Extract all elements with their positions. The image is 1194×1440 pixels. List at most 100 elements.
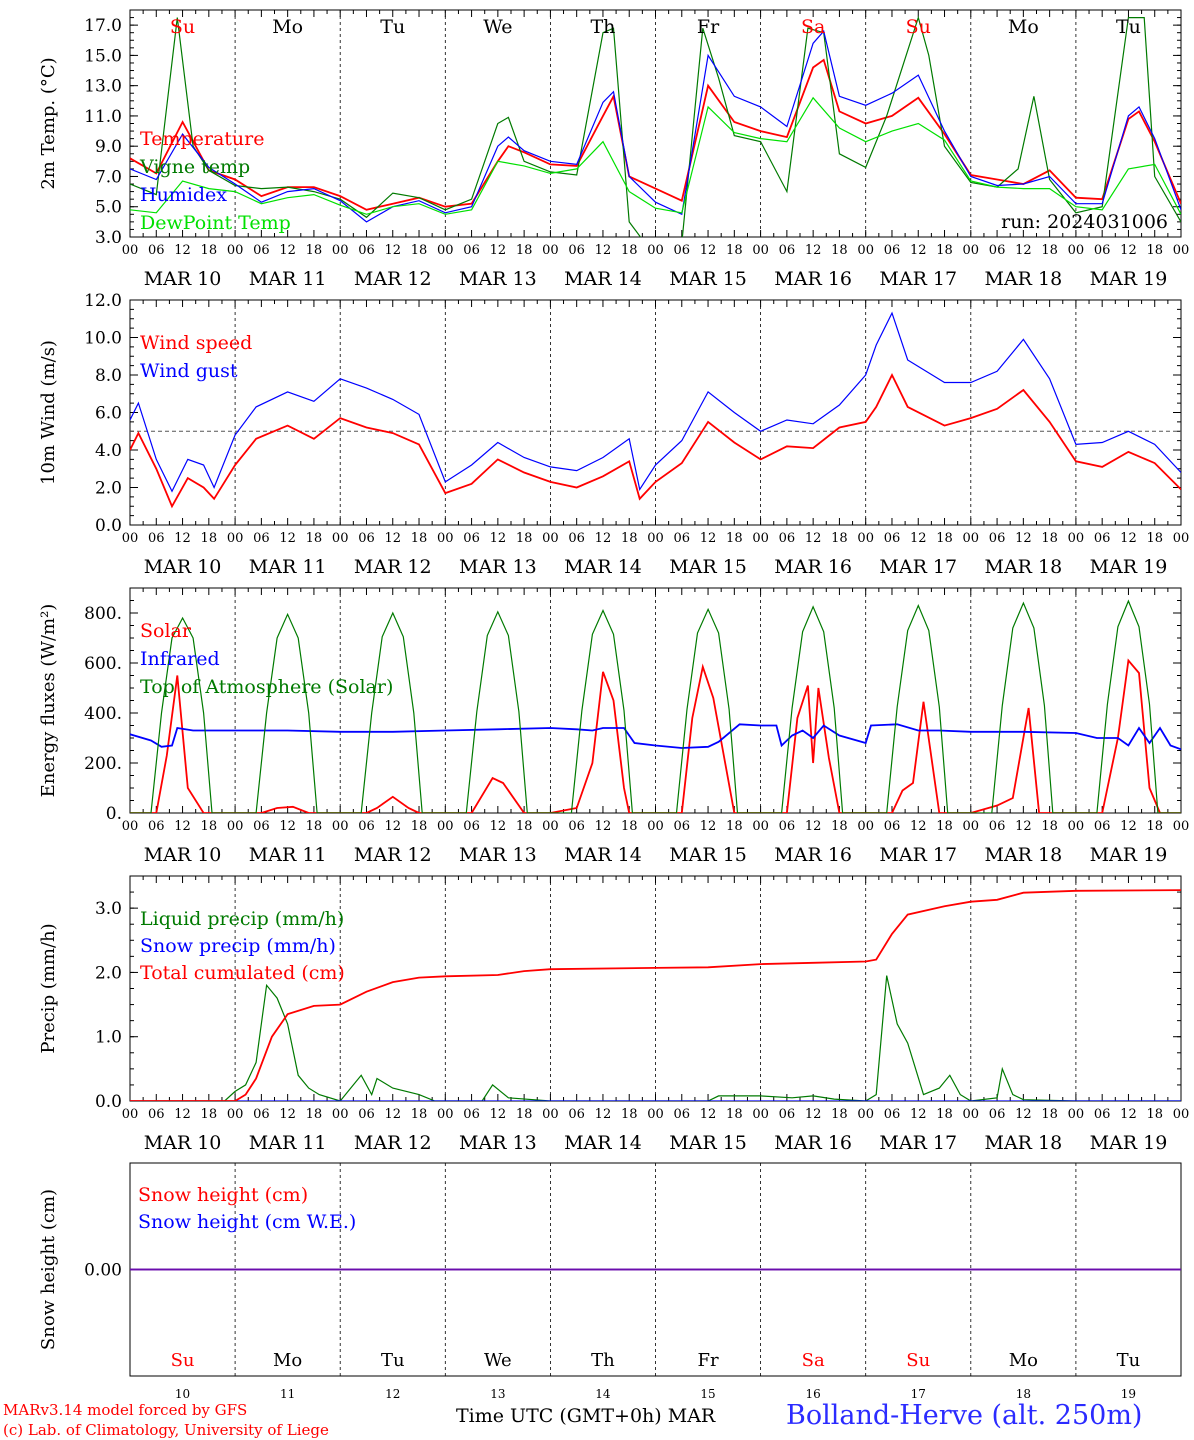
hour-tick-label: 12 [910, 243, 927, 258]
y-tick-label: 0. [106, 804, 122, 824]
hour-tick-label: 00 [752, 531, 769, 546]
date-label: MAR 12 [354, 556, 432, 578]
legend-entry: Liquid precip (mm/h) [140, 908, 344, 930]
hour-tick-label: 06 [674, 819, 691, 834]
hour-tick-label: 18 [1146, 1107, 1163, 1122]
hour-tick-label: 18 [411, 819, 428, 834]
weekday-label: Su [171, 1350, 195, 1371]
date-label: MAR 10 [144, 556, 222, 578]
hour-tick-label: 00 [647, 1107, 664, 1122]
legend-entry: Infrared [140, 648, 220, 670]
day-number-label: 18 [1016, 1387, 1031, 1401]
hour-tick-label: 00 [437, 531, 454, 546]
hour-tick-label: 12 [279, 819, 296, 834]
hour-tick-label: 18 [936, 243, 953, 258]
day-number-label: 17 [911, 1387, 926, 1401]
hour-tick-label: 06 [1094, 819, 1111, 834]
hour-tick-label: 00 [857, 1107, 874, 1122]
hour-tick-label: 12 [805, 531, 822, 546]
hour-tick-label: 12 [1120, 243, 1137, 258]
weekday-label: Mo [1008, 16, 1039, 38]
chart-panel-4: 00 06 12 18 00 06 12 18 00 06 12 18 00 06 12 18 00 06 12 18… [38, 875, 1189, 1154]
legend-entry: Snow precip (mm/h) [140, 935, 336, 957]
hour-tick-label: 12 [174, 243, 191, 258]
y-tick-label: 4.0 [95, 441, 122, 461]
panel-frame [129, 299, 1182, 526]
hour-tick-label: 12 [595, 243, 612, 258]
footer-model-text: MARv3.14 model forced by GFS [3, 1401, 248, 1419]
date-label: MAR 18 [984, 268, 1062, 290]
day-number-label: 16 [806, 1387, 821, 1401]
hour-tick-label: 00 [227, 531, 244, 546]
date-label: MAR 19 [1090, 1132, 1168, 1154]
hour-tick-label: 12 [805, 819, 822, 834]
hour-tick-label: 12 [490, 819, 507, 834]
date-label: MAR 17 [879, 844, 957, 866]
date-label: MAR 16 [774, 556, 852, 578]
hour-tick-label: 12 [595, 819, 612, 834]
date-label: MAR 16 [774, 1132, 852, 1154]
hour-tick-label: 18 [1146, 243, 1163, 258]
date-label: MAR 14 [564, 844, 642, 866]
legend-entry: Solar [140, 620, 192, 642]
hour-tick-label: 18 [726, 531, 743, 546]
date-label: MAR 11 [249, 844, 327, 866]
hour-tick-label: 12 [595, 1107, 612, 1122]
hour-tick-label: 18 [201, 819, 218, 834]
hour-tick-label: 00 [122, 1107, 139, 1122]
y-tick-label: 0.00 [84, 1261, 122, 1281]
hour-tick-label: 00 [332, 1107, 349, 1122]
hour-tick-label: 00 [857, 819, 874, 834]
y-tick-label: 12.0 [84, 291, 122, 311]
series-line-wind-speed [130, 372, 1181, 509]
hour-tick-label: 06 [989, 1107, 1006, 1122]
y-axis-label: 2m Temp. (°C) [38, 57, 59, 189]
hour-tick-label: 12 [910, 819, 927, 834]
day-number-label: 10 [175, 1387, 190, 1401]
weekday-label: Th [591, 1350, 615, 1371]
day-number-label: 13 [490, 1387, 505, 1401]
hour-tick-label: 18 [516, 1107, 533, 1122]
hour-tick-label: 18 [831, 1107, 848, 1122]
hour-tick-label: 12 [1015, 819, 1032, 834]
hour-tick-label: 00 [1068, 531, 1085, 546]
y-tick-label: 600. [84, 654, 122, 674]
date-label: MAR 11 [249, 556, 327, 578]
footer-month-text: MAR [667, 1405, 716, 1427]
hour-tick-label: 18 [1041, 243, 1058, 258]
y-tick-label: 2.0 [95, 963, 122, 983]
y-tick-label: 15.0 [84, 46, 122, 66]
hour-tick-label: 06 [463, 1107, 480, 1122]
hour-tick-label: 12 [805, 1107, 822, 1122]
hour-tick-label: 18 [201, 243, 218, 258]
y-tick-label: 3.0 [95, 228, 122, 248]
footer-axis-text: Time UTC (GMT+0h) [456, 1405, 662, 1427]
hour-tick-label: 18 [516, 819, 533, 834]
hour-tick-label: 18 [726, 243, 743, 258]
date-label: MAR 11 [249, 1132, 327, 1154]
hour-tick-label: 06 [148, 531, 165, 546]
hour-tick-label: 06 [148, 243, 165, 258]
y-axis-label: Snow height (cm) [38, 1189, 59, 1350]
chart-panel-5: 0.00 Snow height (cm) Snow height (cm) Snow… [38, 1162, 1182, 1377]
hour-tick-label: 18 [306, 819, 323, 834]
y-tick-label: 11.0 [84, 107, 122, 127]
date-label: MAR 13 [459, 1132, 537, 1154]
hour-tick-label: 12 [1015, 1107, 1032, 1122]
hour-tick-label: 00 [542, 531, 559, 546]
y-tick-label: 1.0 [95, 1028, 122, 1048]
hour-tick-label: 00 [752, 819, 769, 834]
hour-tick-label: 06 [674, 243, 691, 258]
date-label: MAR 16 [774, 844, 852, 866]
hour-tick-label: 12 [490, 531, 507, 546]
hour-tick-label: 06 [568, 819, 585, 834]
hour-tick-label: 12 [279, 1107, 296, 1122]
series-line-dewpoint-temp [130, 96, 1181, 215]
footer-credits: MARv3.14 model forced by GFS (c) Lab. of… [3, 1400, 329, 1440]
hour-tick-label: 06 [989, 819, 1006, 834]
hour-tick-label: 18 [411, 243, 428, 258]
series-line-infrared [130, 723, 1181, 751]
hour-tick-label: 00 [542, 243, 559, 258]
hour-tick-label: 06 [463, 531, 480, 546]
hour-tick-label: 06 [253, 531, 270, 546]
